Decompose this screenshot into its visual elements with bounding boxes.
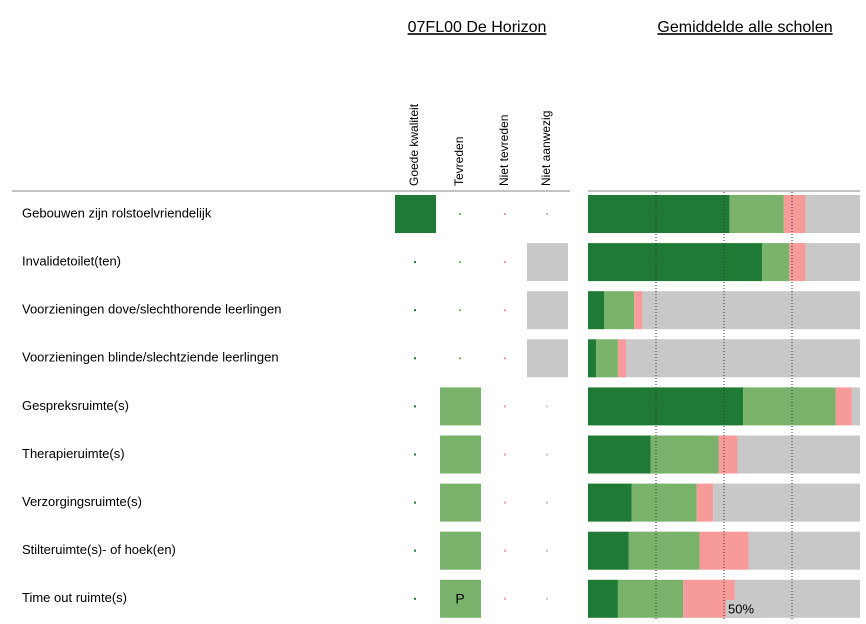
bar-segment [737, 435, 860, 474]
row-label: Stilteruimte(s)- of hoek(en) [22, 542, 176, 557]
bar-segment [805, 195, 860, 233]
bar-segment [588, 435, 651, 474]
column-header: Niet tevreden [497, 115, 511, 186]
tick-label-bg [726, 600, 762, 618]
school-response [527, 243, 568, 282]
bar-segment [762, 243, 790, 282]
empty-dot [504, 501, 506, 504]
empty-dot [459, 357, 461, 360]
empty-dot [414, 549, 416, 552]
empty-dot [414, 501, 416, 504]
empty-dot [459, 261, 461, 264]
empty-dot [546, 501, 548, 504]
row-label: Therapieruimte(s) [22, 446, 125, 461]
empty-dot [414, 309, 416, 312]
empty-dot [414, 597, 416, 600]
column-header: Niet aanwezig [539, 111, 553, 186]
empty-dot [504, 453, 506, 456]
school-response [440, 387, 481, 426]
row-label: Voorzieningen blinde/slechtziende leerli… [22, 350, 279, 365]
bar-segment [729, 195, 784, 233]
school-response [527, 339, 568, 378]
bar-segment [851, 387, 860, 426]
row-label: Gebouwen zijn rolstoelvriendelijk [22, 205, 212, 220]
bar-segment [588, 579, 618, 618]
school-title: 07FL00 De Horizon [408, 19, 547, 36]
x-tick-label: 50% [728, 601, 754, 616]
empty-dot [459, 309, 461, 312]
bar-segment [805, 243, 860, 282]
school-label: P [455, 591, 464, 607]
bar-segment [713, 483, 860, 522]
bar-segment [628, 531, 700, 570]
empty-dot [546, 405, 548, 408]
school-response [440, 531, 481, 570]
bar-segment [596, 339, 618, 378]
row-label: Time out ruimte(s) [22, 590, 127, 605]
bar-segment [634, 291, 643, 330]
bar-segment [743, 387, 836, 426]
empty-dot [414, 357, 416, 360]
bar-segment [626, 339, 860, 378]
bar-segment [650, 435, 719, 474]
bar-segment [789, 243, 806, 282]
bar-segment [588, 483, 632, 522]
empty-dot [546, 213, 548, 215]
school-response [440, 579, 481, 618]
empty-dot [546, 597, 548, 600]
school-response [440, 483, 481, 522]
row-label: Invalidetoilet(ten) [22, 254, 121, 269]
row-label: Verzorgingsruimte(s) [22, 494, 142, 509]
bar-segment [588, 291, 605, 330]
empty-dot [504, 357, 506, 360]
bar-segment [588, 195, 730, 233]
empty-dot [546, 549, 548, 552]
bar-segment [748, 531, 860, 570]
bar-segment [696, 483, 714, 522]
bar-segment [835, 387, 852, 426]
row-label: Voorzieningen dove/slechthorende leerlin… [22, 302, 281, 317]
empty-dot [504, 549, 506, 552]
bar-segment [642, 291, 860, 330]
school-response [440, 435, 481, 474]
school-response [527, 291, 568, 330]
column-header: Tevreden [452, 137, 466, 186]
empty-dot [504, 261, 506, 264]
empty-dot [414, 453, 416, 456]
bar-segment [617, 579, 684, 618]
row-label: Gespreksruimte(s) [22, 398, 129, 413]
empty-dot [504, 309, 506, 312]
bar-segment [699, 531, 749, 570]
empty-dot [504, 597, 506, 600]
empty-dot [414, 261, 416, 264]
bar-segment [588, 243, 763, 282]
empty-dot [504, 405, 506, 408]
empty-dot [459, 213, 461, 215]
column-header: Goede kwaliteit [407, 103, 421, 186]
bar-segment [631, 483, 697, 522]
bar-segment [617, 339, 627, 378]
bar-segment [588, 339, 597, 378]
school-response [395, 195, 436, 233]
empty-dot [546, 453, 548, 456]
bar-segment [588, 387, 744, 426]
average-title: Gemiddelde alle scholen [657, 19, 832, 36]
empty-dot [414, 405, 416, 408]
empty-dot [504, 213, 506, 215]
bar-segment [783, 195, 806, 233]
bar-segment [718, 435, 738, 474]
bar-segment [588, 531, 629, 570]
bar-segment [604, 291, 635, 330]
